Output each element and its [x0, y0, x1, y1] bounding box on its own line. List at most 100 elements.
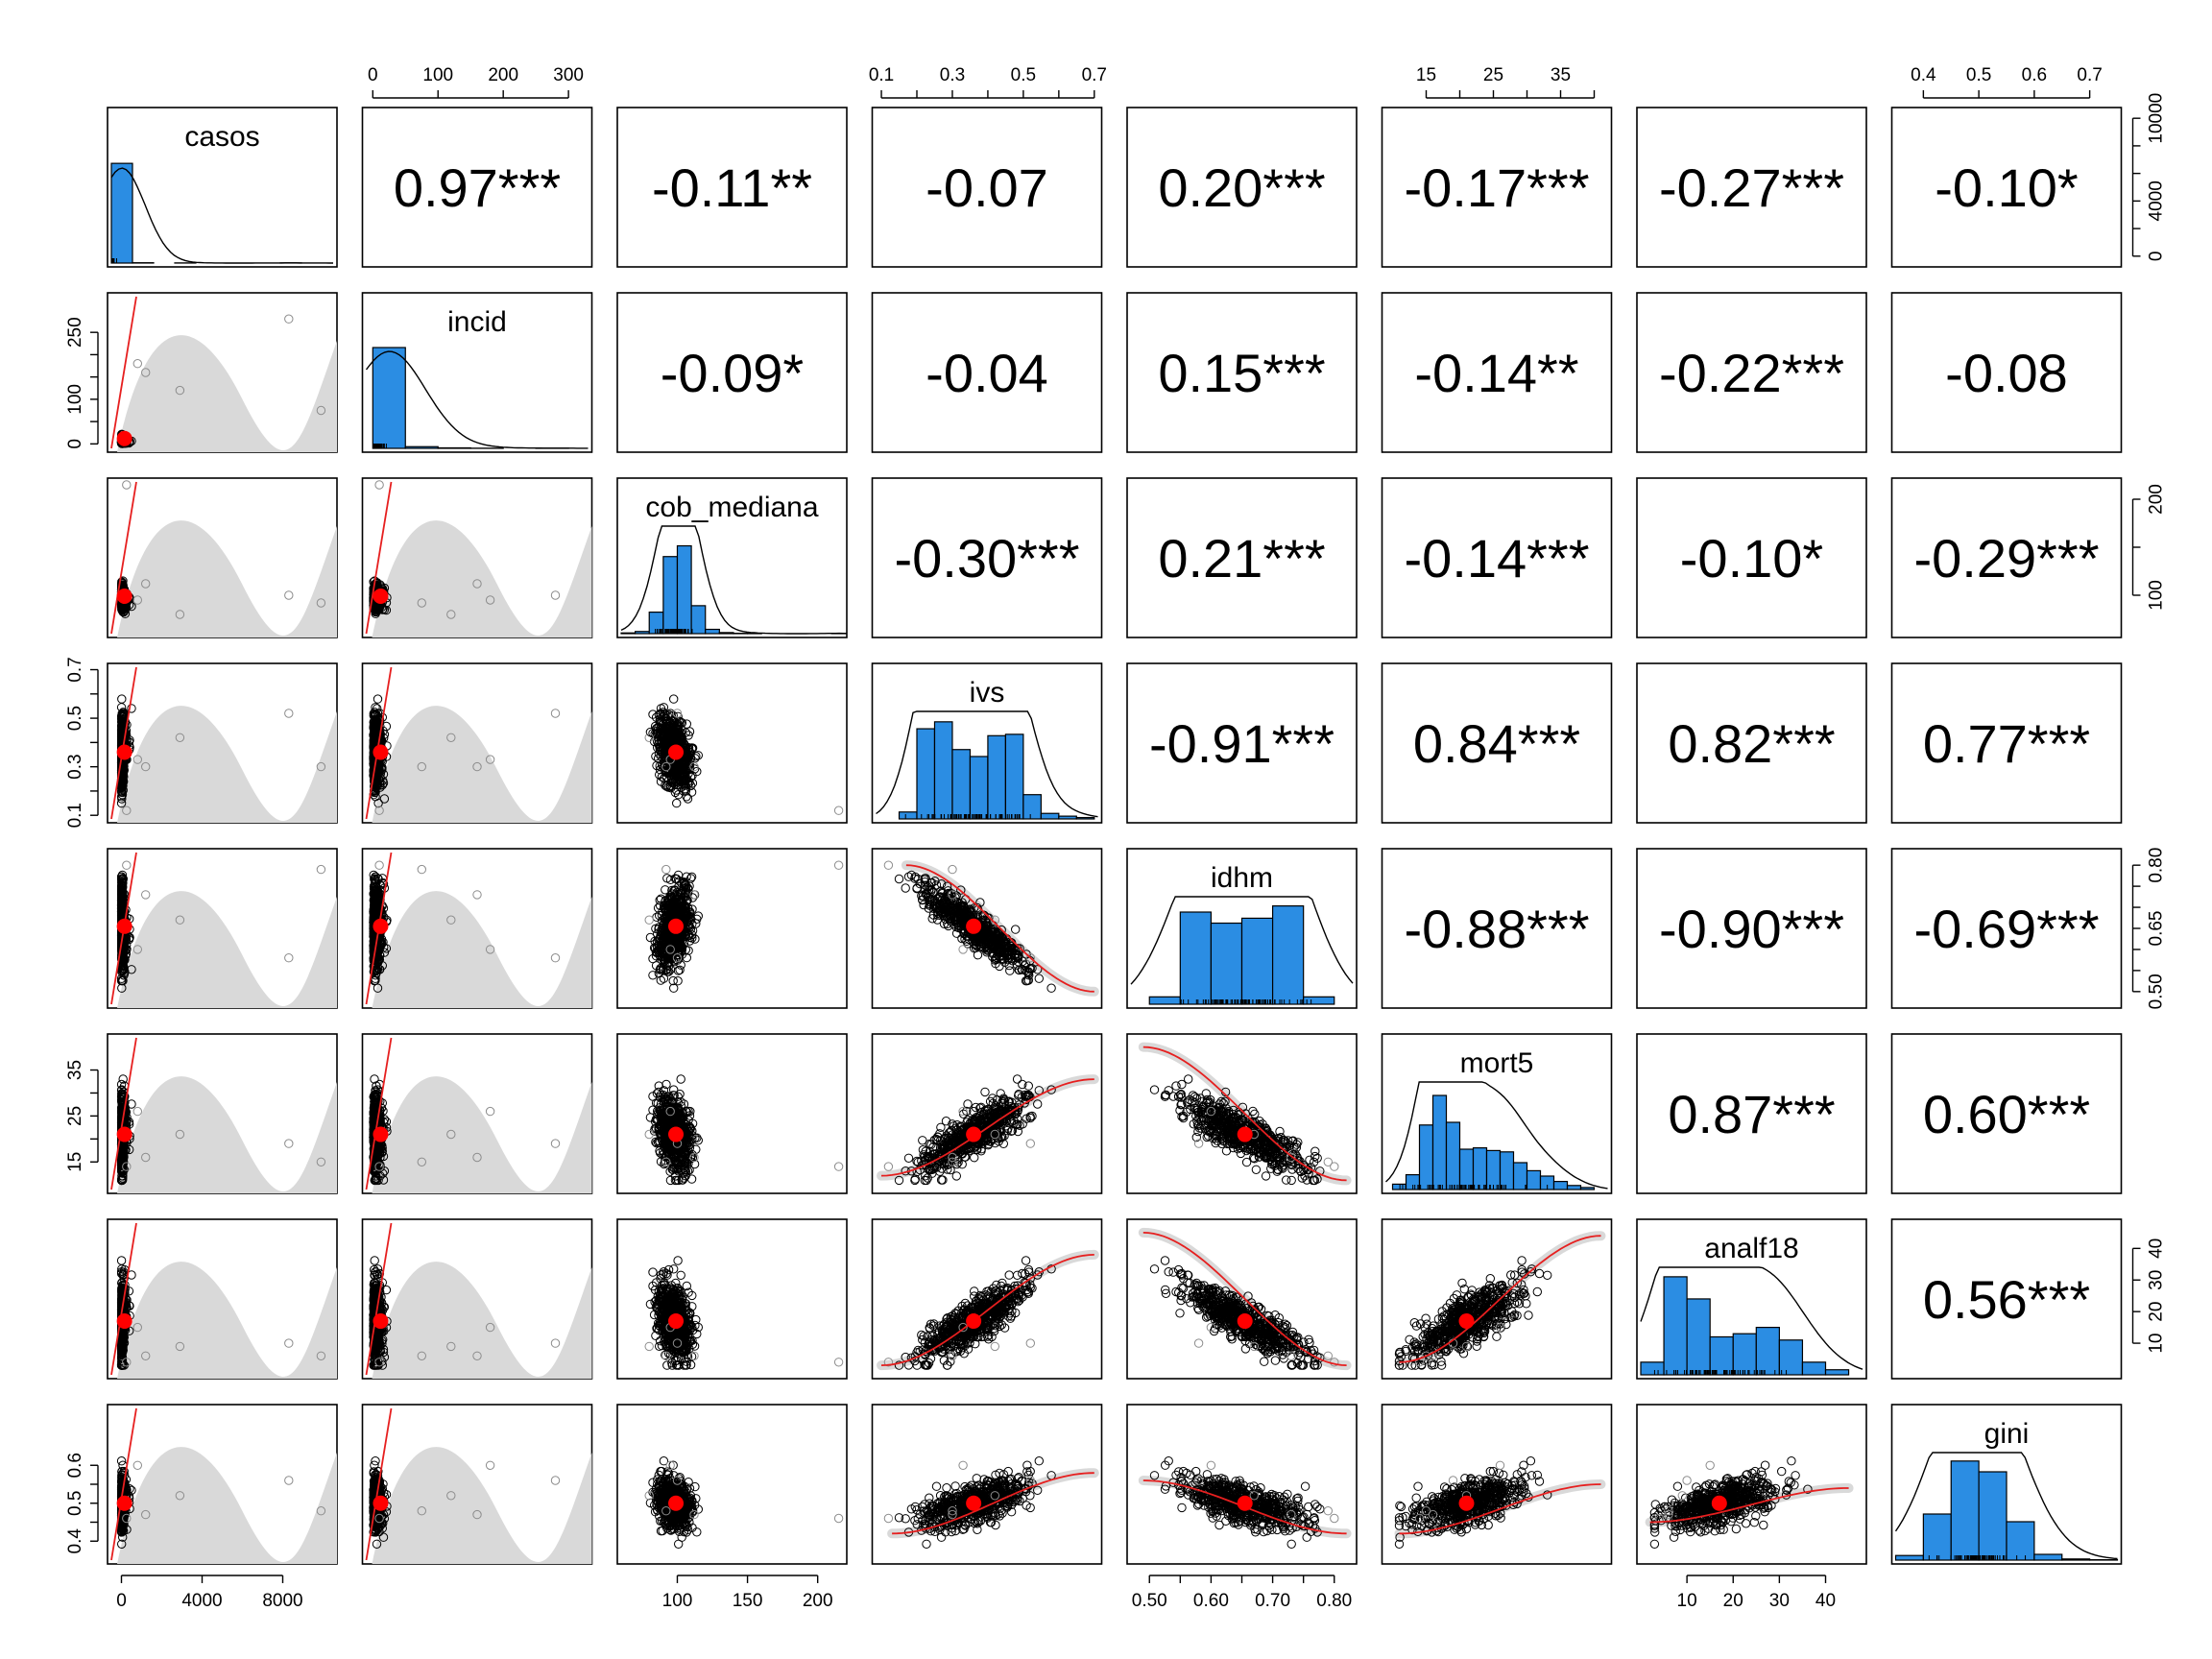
data-point — [373, 798, 383, 808]
data-point — [118, 975, 128, 986]
data-point — [316, 405, 326, 416]
data-point — [175, 610, 185, 619]
data-point — [670, 787, 681, 798]
scatter-panel — [110, 852, 337, 1008]
histogram-bar — [1075, 816, 1095, 820]
data-point — [833, 805, 844, 815]
data-point — [644, 733, 654, 742]
scatter-panel — [110, 296, 337, 452]
correlation-label: 0.84*** — [1413, 713, 1580, 774]
data-point — [117, 733, 127, 743]
variable-label-incid: incid — [447, 306, 507, 338]
data-point — [683, 774, 692, 784]
panel-border — [1381, 477, 1613, 638]
data-point — [284, 709, 294, 718]
histogram-bar — [898, 811, 918, 820]
data-point — [667, 730, 677, 739]
data-point — [373, 704, 382, 713]
data-point — [672, 798, 682, 808]
histogram-bar — [951, 749, 972, 820]
confidence-band — [117, 335, 337, 452]
data-point — [446, 733, 456, 742]
fit-line — [110, 666, 137, 820]
data-point — [117, 694, 127, 704]
histogram-bar — [635, 631, 650, 635]
data-point — [374, 805, 384, 815]
mean-point — [116, 430, 132, 446]
variable-label-casos: casos — [184, 121, 259, 153]
histogram-bar — [933, 721, 953, 820]
panel-border — [871, 477, 1103, 638]
confidence-band — [372, 891, 592, 1008]
data-point — [379, 794, 390, 804]
data-point — [118, 879, 128, 889]
data-point — [117, 898, 127, 907]
panel-border — [1381, 107, 1613, 268]
data-point — [127, 704, 136, 713]
data-point — [117, 983, 127, 993]
confidence-band — [372, 520, 592, 637]
data-point — [116, 792, 127, 802]
histogram-bar — [404, 445, 439, 449]
data-point — [485, 595, 495, 605]
data-point — [122, 860, 132, 870]
data-point — [375, 767, 385, 777]
data-point — [687, 743, 697, 753]
data-point — [684, 731, 693, 740]
data-point — [685, 781, 696, 791]
data-point — [663, 764, 673, 774]
confidence-band — [117, 520, 337, 637]
panel-border — [1126, 107, 1358, 268]
data-point — [127, 965, 136, 974]
scatter-panel — [365, 480, 592, 637]
correlation-label: -0.22*** — [1659, 343, 1844, 403]
histogram-bar — [916, 728, 936, 820]
panel-border — [1636, 662, 1867, 824]
data-point — [369, 709, 378, 718]
fit-line — [365, 481, 393, 635]
data-point — [417, 761, 426, 772]
data-point — [316, 761, 326, 772]
correlation-label: -0.30*** — [894, 528, 1079, 589]
panel-border — [1126, 292, 1358, 453]
scatter-panel — [365, 852, 592, 1008]
data-point — [672, 767, 683, 777]
panel-border — [1636, 107, 1867, 268]
correlation-label: -0.14*** — [1404, 528, 1589, 589]
density-curve — [876, 710, 1098, 818]
data-point — [684, 743, 694, 753]
histogram-bar — [437, 446, 471, 449]
data-point — [117, 781, 127, 792]
data-point — [660, 709, 669, 718]
data-point — [118, 966, 128, 975]
confidence-band — [117, 706, 337, 823]
mean-point — [116, 589, 132, 604]
data-point — [122, 480, 132, 490]
data-point — [124, 737, 134, 747]
correlation-label: -0.09* — [661, 343, 804, 403]
correlation-label: -0.27*** — [1659, 157, 1844, 218]
data-point — [374, 480, 384, 490]
panel-border — [1636, 292, 1867, 453]
data-point — [141, 368, 151, 377]
data-point — [673, 790, 684, 800]
data-point — [117, 893, 127, 902]
panel-border — [1890, 477, 2123, 638]
data-point — [316, 864, 326, 875]
data-point — [672, 709, 683, 718]
histogram-bar — [987, 734, 1007, 820]
scatter-panel — [365, 666, 592, 823]
data-point — [117, 787, 127, 797]
panel-border — [1890, 292, 2123, 453]
data-point — [446, 610, 456, 619]
histogram-bar — [718, 632, 734, 635]
data-point — [175, 385, 185, 396]
correlation-label: 0.97*** — [394, 157, 561, 218]
panel-border — [616, 292, 848, 453]
histogram-bar — [1004, 733, 1024, 820]
correlation-label: 0.15*** — [1158, 343, 1325, 403]
data-point — [141, 761, 151, 772]
correlation-label: -0.91*** — [1149, 713, 1334, 774]
density-curve — [110, 167, 333, 264]
data-point — [141, 890, 151, 900]
